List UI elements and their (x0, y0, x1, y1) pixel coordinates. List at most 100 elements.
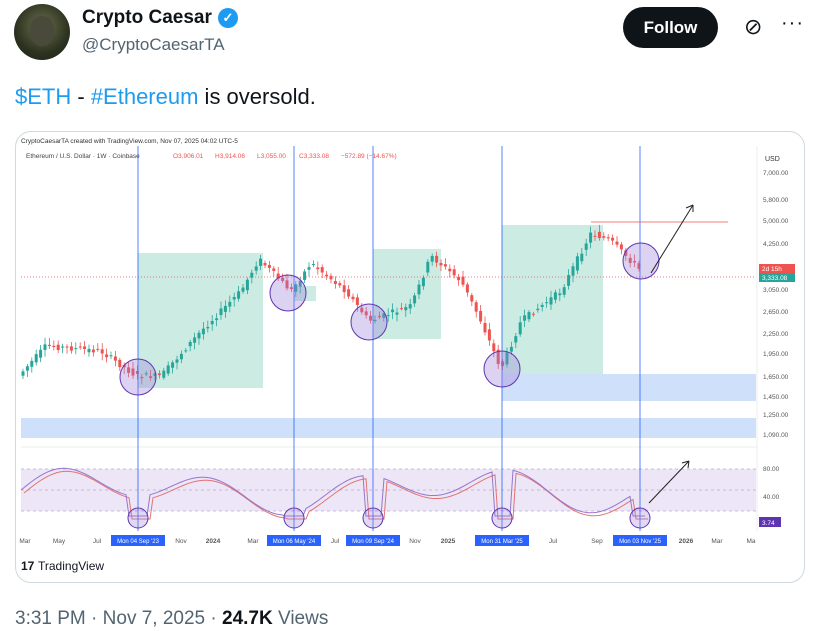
candle (492, 343, 496, 352)
candle (404, 307, 408, 311)
candle (329, 275, 333, 280)
candle (602, 236, 606, 238)
candle (487, 329, 491, 341)
author-name[interactable]: Crypto Caesar (82, 7, 212, 28)
candle (272, 268, 276, 271)
tradingview-chart: CryptoCaesarTA created with TradingView.… (19, 138, 795, 573)
candle (179, 353, 183, 360)
candle (311, 264, 315, 266)
tweet-footer: 3:31 PM · Nov 7, 2025 · 24.7K Views (15, 608, 329, 629)
candle (140, 376, 144, 379)
last-price-tag-text: 3,333.08 (762, 275, 788, 282)
stoch-k-line (20, 467, 645, 517)
candle (96, 348, 100, 350)
tweet-date[interactable]: Nov 7, 2025 (102, 608, 206, 629)
follow-button[interactable]: Follow (623, 7, 718, 48)
marker-date-badge (111, 535, 165, 546)
tweet-text-part: - (71, 84, 91, 109)
mute-icon[interactable]: ⊘ (744, 14, 763, 39)
candle (443, 264, 447, 267)
more-icon[interactable]: ··· (781, 12, 804, 34)
author-handle[interactable]: @CryptoCaesarTA (82, 35, 225, 54)
candle (461, 276, 465, 285)
candle (395, 312, 399, 315)
candle (474, 302, 478, 312)
author-name-row[interactable]: Crypto Caesar ✓ (82, 7, 238, 29)
candle (360, 307, 364, 313)
symbol-label: Ethereum / U.S. Dollar · 1W · Coinbase (26, 153, 140, 160)
ohlc-open: O3,906.01 (173, 153, 204, 160)
candle (452, 269, 456, 276)
candle (597, 231, 601, 239)
time-tick: Nov (409, 538, 421, 545)
cashtag-link[interactable]: $ETH (15, 84, 72, 109)
currency-label: USD (765, 156, 780, 163)
time-tick: Mar (711, 538, 723, 545)
candle (637, 263, 641, 269)
candle (259, 258, 263, 266)
price-tick: 1,250.00 (763, 412, 789, 419)
projection-arrow (650, 204, 694, 274)
candle (118, 359, 122, 368)
candle (545, 302, 549, 304)
oversold-circle (629, 507, 651, 529)
candle (193, 337, 197, 343)
watermark-header: CryptoCaesarTA created with TradingView.… (21, 138, 238, 145)
candle (509, 346, 513, 352)
candle (219, 308, 223, 316)
candle (254, 266, 258, 271)
candle (628, 257, 632, 263)
candle (184, 350, 188, 352)
candle (201, 328, 205, 335)
marker-date: Mon 31 Mar '25 (481, 539, 523, 545)
time-tick: 2025 (441, 538, 456, 545)
candle (611, 237, 615, 241)
chart-image[interactable]: CryptoCaesarTA created with TradingView.… (15, 131, 805, 583)
hashtag-link[interactable]: #Ethereum (90, 84, 199, 109)
candle (263, 262, 267, 266)
candle (439, 263, 443, 266)
candle (527, 312, 531, 320)
candle (373, 319, 377, 321)
candle (267, 264, 271, 268)
candle (584, 243, 588, 250)
candle (553, 292, 557, 300)
candle (171, 362, 175, 368)
candle (34, 354, 38, 363)
candle (175, 359, 179, 363)
candle (113, 356, 117, 361)
candle (523, 315, 527, 321)
oversold-circle (119, 358, 157, 396)
tweet-text: $ETH - #Ethereum is oversold. (15, 84, 316, 110)
oversold-circle (622, 242, 660, 280)
marker-date-badge (475, 535, 529, 546)
time-tick: 2026 (679, 538, 694, 545)
time-tick: Nov (175, 538, 187, 545)
time-tick: May (53, 538, 66, 545)
candle (413, 295, 417, 304)
candle (298, 280, 302, 287)
price-tick: 2,650.00 (763, 309, 789, 316)
candle (30, 360, 34, 367)
candle (303, 271, 307, 280)
candle (109, 355, 113, 357)
marker-date-badge (346, 535, 400, 546)
candle (162, 370, 166, 378)
time-tick: 2024 (206, 538, 221, 545)
oscillator-tag (759, 517, 781, 527)
candle (430, 255, 434, 262)
avatar[interactable] (14, 4, 70, 60)
candle (52, 345, 56, 348)
price-tick: 1,450.00 (763, 394, 789, 401)
candle (347, 289, 351, 297)
candle (223, 305, 227, 312)
candle (470, 295, 474, 302)
candle (391, 309, 395, 313)
oversold-circle (350, 303, 388, 341)
candle (281, 277, 285, 281)
time-tick: Jul (331, 538, 340, 545)
candle (421, 277, 425, 287)
tweet-time[interactable]: 3:31 PM (15, 608, 86, 629)
countdown-tag (759, 264, 795, 273)
candle (100, 349, 104, 354)
